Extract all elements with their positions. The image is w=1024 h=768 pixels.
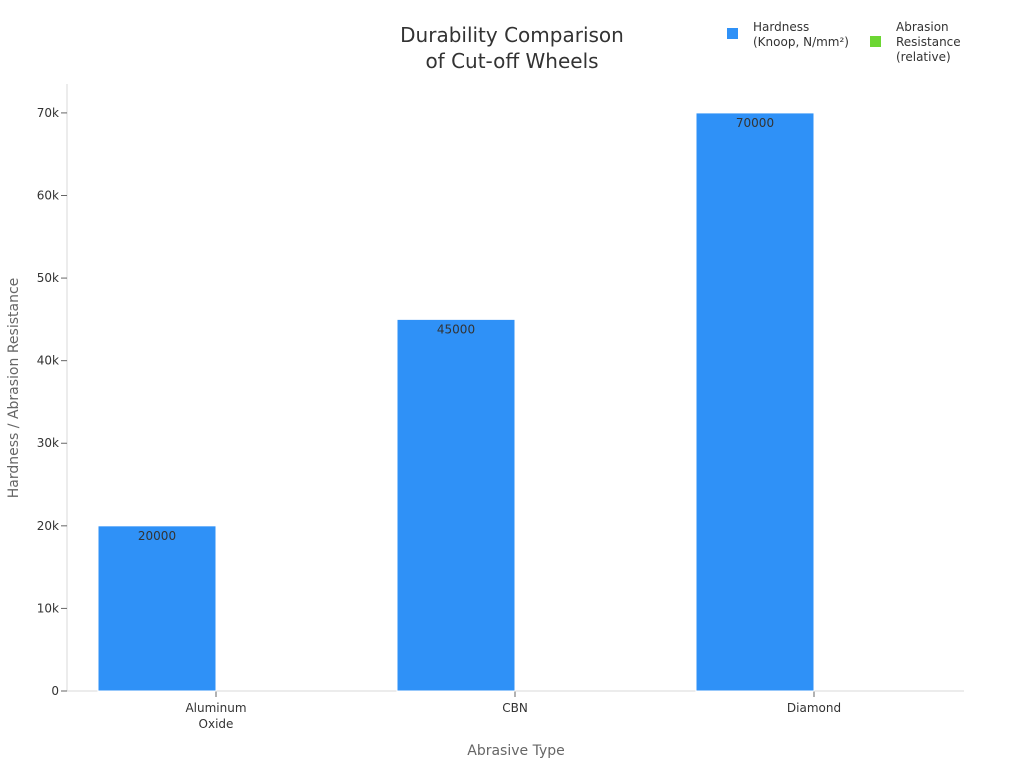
y-tick-label: 60k [37, 188, 59, 202]
data-labels: 20000 45000 70000 [138, 116, 774, 543]
x-tick-label: Diamond [787, 701, 841, 715]
y-tick-label: 10k [37, 601, 59, 615]
y-tick-label: 50k [37, 271, 59, 285]
legend-label-0[interactable]: Hardness [753, 20, 809, 34]
x-axis-title: Abrasive Type [467, 743, 565, 759]
bar-series-0-cat-1[interactable] [396, 318, 516, 692]
legend-label-1[interactable]: (relative) [896, 50, 951, 64]
bar-data-label: 20000 [138, 529, 176, 543]
y-tick-label: 30k [37, 436, 59, 450]
x-axis-ticks: Aluminum Oxide CBN Diamond [185, 691, 841, 731]
bar-data-label: 70000 [736, 116, 774, 130]
y-tick-label: 70k [37, 106, 59, 120]
x-tick-label: Oxide [199, 717, 234, 731]
y-axis-ticks: 0 10k 20k 30k 40k 50k 60k 70k [37, 106, 67, 698]
chart-title-line: of Cut-off Wheels [425, 49, 598, 73]
x-tick-label: CBN [502, 701, 528, 715]
bar-series-0-cat-0[interactable] [97, 525, 217, 692]
y-tick-label: 0 [51, 684, 59, 698]
bars [97, 112, 815, 692]
chart-title-line: Durability Comparison [400, 23, 624, 47]
legend: Hardness(Knoop, N/mm²) AbrasionResistance… [727, 20, 961, 64]
y-tick-label: 40k [37, 354, 59, 368]
x-tick-label: Aluminum [185, 701, 246, 715]
bar-data-label: 45000 [437, 322, 475, 336]
legend-label-0[interactable]: (Knoop, N/mm²) [753, 35, 849, 49]
bar-series-0-cat-2[interactable] [695, 112, 815, 692]
y-axis-title: Hardness / Abrasion Resistance [6, 278, 22, 499]
legend-swatch-0[interactable] [727, 28, 738, 39]
legend-swatch-1[interactable] [870, 36, 881, 47]
y-tick-label: 20k [37, 519, 59, 533]
legend-label-1[interactable]: Abrasion [896, 20, 949, 34]
legend-label-1[interactable]: Resistance [896, 35, 961, 49]
